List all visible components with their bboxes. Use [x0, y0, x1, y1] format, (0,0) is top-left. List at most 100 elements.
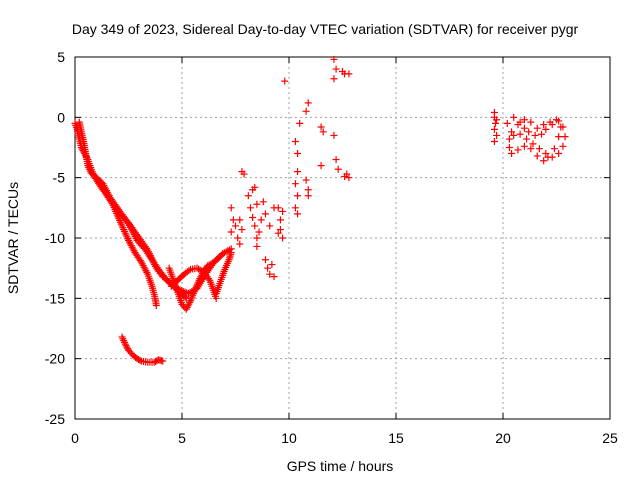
data-point	[253, 234, 261, 242]
data-point	[317, 123, 325, 131]
data-point	[505, 135, 513, 143]
data-point	[540, 157, 548, 165]
data-point	[527, 118, 535, 126]
data-point	[205, 275, 213, 283]
x-tick-label: 15	[388, 430, 404, 446]
data-point	[229, 216, 237, 224]
data-point	[510, 131, 518, 139]
data-points	[71, 55, 569, 366]
data-point	[253, 200, 261, 208]
y-tick-label: -15	[45, 290, 65, 306]
data-point	[520, 124, 528, 132]
data-point	[520, 142, 528, 150]
series-track-7	[118, 333, 167, 366]
data-point	[520, 116, 528, 124]
y-axis-label: SDTVAR / TECUs	[5, 182, 21, 294]
data-point	[257, 216, 265, 224]
data-point	[490, 125, 498, 133]
data-point	[274, 229, 282, 237]
data-point	[195, 276, 203, 284]
data-point	[276, 216, 284, 224]
x-axis-label: GPS time / hours	[287, 458, 394, 474]
data-point	[251, 183, 259, 191]
data-point	[294, 210, 302, 218]
data-point	[240, 170, 248, 178]
data-point	[535, 145, 543, 153]
data-point	[330, 75, 338, 83]
data-point	[304, 99, 312, 107]
x-tick-label: 10	[281, 430, 297, 446]
data-point	[339, 67, 346, 75]
data-point	[503, 119, 511, 127]
data-point	[553, 116, 560, 124]
data-point	[253, 242, 261, 250]
plot-frame	[74, 56, 611, 420]
data-point	[251, 222, 259, 230]
data-point	[136, 356, 144, 364]
data-point	[185, 300, 193, 308]
data-point	[234, 234, 242, 242]
data-point	[555, 133, 563, 141]
series-cluster-3	[261, 256, 278, 281]
series-cluster-5	[281, 77, 304, 218]
series-track-4	[165, 252, 225, 313]
data-point	[236, 240, 244, 248]
data-point	[246, 204, 254, 212]
data-point	[261, 256, 269, 264]
data-point	[266, 222, 274, 230]
data-point	[121, 340, 129, 348]
data-point	[291, 137, 299, 145]
data-point	[546, 118, 554, 126]
data-point	[538, 130, 546, 138]
data-point	[341, 172, 349, 180]
data-point	[276, 226, 284, 234]
data-point	[510, 113, 518, 121]
data-point	[268, 261, 276, 269]
data-point	[514, 121, 522, 129]
data-point	[266, 270, 274, 278]
y-tick-label: 0	[57, 109, 65, 125]
series-cluster-9	[490, 109, 501, 145]
series-track-6	[212, 248, 235, 298]
data-point	[143, 268, 151, 276]
series-cluster-1	[227, 168, 248, 248]
data-point	[296, 119, 304, 127]
data-point	[294, 192, 302, 200]
data-point	[544, 153, 552, 161]
grid-layer	[75, 57, 610, 419]
data-point	[559, 142, 567, 150]
data-point	[531, 131, 539, 139]
data-point	[215, 253, 223, 261]
data-point	[302, 176, 310, 184]
data-point	[259, 198, 267, 206]
data-point	[555, 150, 563, 158]
data-point	[542, 125, 550, 133]
data-point	[550, 145, 558, 153]
data-point	[186, 298, 194, 306]
data-point	[533, 124, 541, 132]
data-point	[540, 121, 548, 129]
x-tick-label: 5	[178, 430, 186, 446]
chart-title: Day 349 of 2023, Sidereal Day-to-day VTE…	[72, 21, 579, 37]
data-point	[490, 137, 498, 145]
data-point	[122, 342, 130, 350]
data-point	[159, 357, 167, 365]
data-point	[264, 264, 272, 272]
data-point	[184, 302, 192, 310]
data-point	[270, 273, 278, 281]
x-tick-label: 25	[602, 430, 618, 446]
x-axis-ticks: 0 5 10 15 20 25	[71, 57, 618, 446]
y-tick-label: -20	[45, 351, 65, 367]
data-point	[238, 226, 246, 234]
data-point	[291, 180, 299, 188]
data-point	[332, 156, 340, 164]
data-point	[561, 133, 569, 141]
data-point	[529, 140, 537, 148]
series-cluster-10	[503, 113, 569, 165]
data-point	[197, 273, 205, 281]
data-point	[317, 162, 325, 170]
data-point	[181, 293, 189, 301]
data-point	[514, 146, 522, 154]
data-point	[516, 130, 524, 138]
